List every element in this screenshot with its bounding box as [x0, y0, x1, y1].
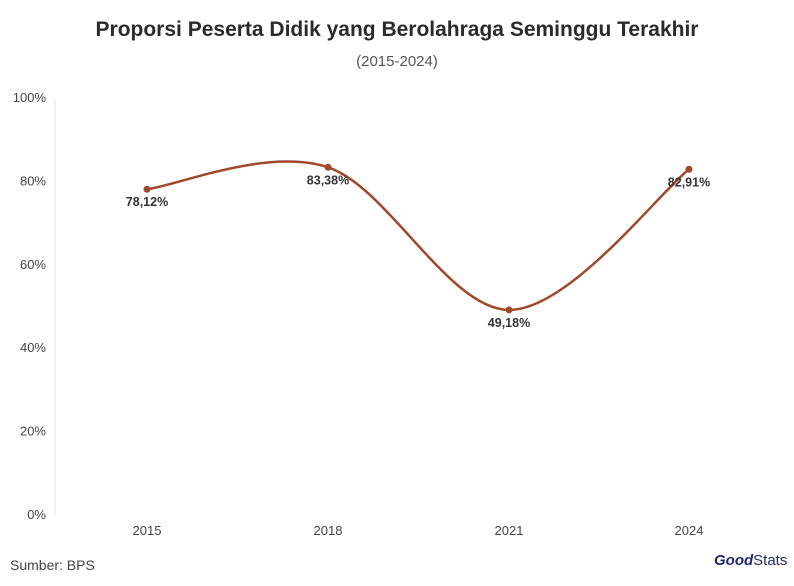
- logo-good: Good: [714, 552, 754, 569]
- y-tick-label: 40%: [20, 340, 46, 355]
- y-tick-label: 0%: [27, 507, 46, 522]
- source-note: Sumber: BPS: [10, 557, 95, 573]
- y-tick-label: 80%: [20, 173, 46, 188]
- data-point-2018: [324, 163, 332, 171]
- x-tick-label: 2024: [675, 523, 704, 538]
- x-tick-label: 2021: [495, 523, 524, 538]
- data-point-2021: [505, 306, 513, 314]
- data-label-2021: 49,18%: [488, 316, 530, 330]
- y-tick-label: 60%: [20, 257, 46, 272]
- data-point-2015: [143, 185, 151, 193]
- goodstats-logo: GoodStats: [714, 552, 787, 569]
- data-label-2015: 78,12%: [126, 195, 168, 209]
- y-tick-label: 20%: [20, 424, 46, 439]
- data-point-2024: [685, 165, 693, 173]
- data-label-2018: 83,38%: [307, 173, 349, 187]
- x-tick-label: 2018: [314, 523, 343, 538]
- x-tick-label: 2015: [133, 523, 162, 538]
- chart-title: Proporsi Peserta Didik yang Berolahraga …: [95, 18, 699, 41]
- logo-stats: Stats: [753, 552, 788, 569]
- data-label-2024: 82,91%: [668, 175, 710, 189]
- y-tick-label: 100%: [13, 90, 47, 105]
- series-line-proporsi: [146, 160, 690, 312]
- chart-subtitle: (2015-2024): [356, 53, 438, 70]
